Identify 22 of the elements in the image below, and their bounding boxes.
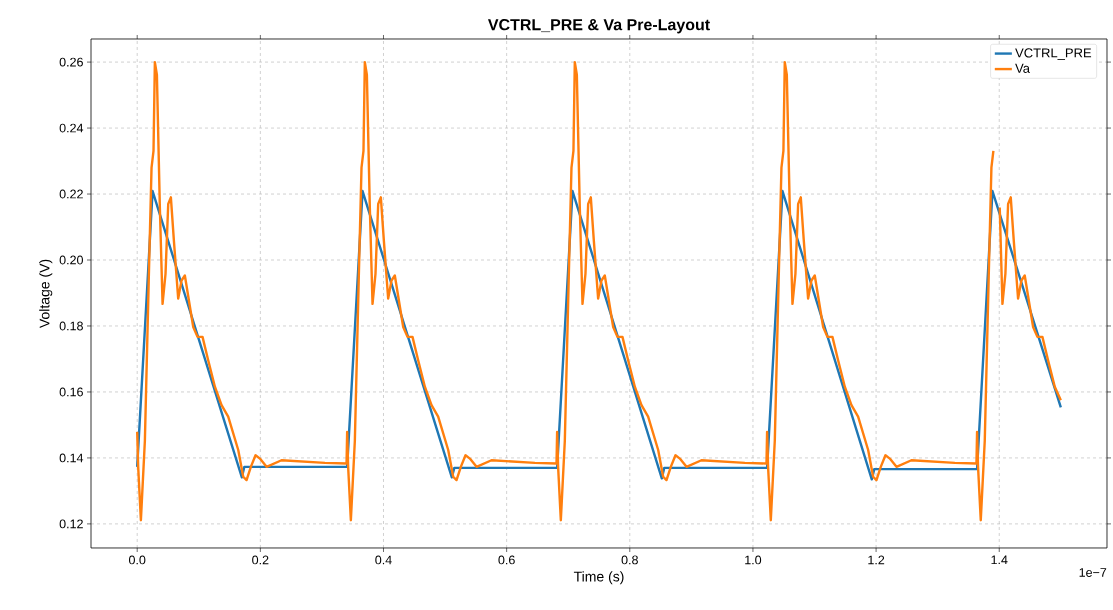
legend-label: VCTRL_PRE xyxy=(1015,48,1092,60)
x-tick-label: 0.2 xyxy=(252,555,269,565)
x-axis-title: Time (s) xyxy=(573,571,624,585)
y-tick-label: 0.18 xyxy=(59,321,83,331)
x-tick-label: 0.8 xyxy=(621,555,638,565)
x-tick-label: 1.0 xyxy=(745,555,762,565)
x-tick-label: 0.4 xyxy=(375,555,392,565)
legend-label: Va xyxy=(1015,63,1030,73)
chart-title: VCTRL_PRE & Va Pre-Layout xyxy=(487,18,710,34)
x-tick-label: 0.6 xyxy=(498,555,515,565)
y-tick-label: 0.16 xyxy=(59,387,83,397)
x-tick-label: 1.2 xyxy=(868,555,885,565)
y-tick-label: 0.12 xyxy=(59,519,83,529)
text: 1e−7 xyxy=(1079,568,1107,577)
y-axis-title: Voltage (V) xyxy=(39,259,53,329)
y-tick-label: 0.24 xyxy=(59,123,84,133)
y-tick-label: 0.14 xyxy=(59,453,84,463)
y-tick-label: 0.26 xyxy=(59,57,83,67)
y-tick-label: 0.20 xyxy=(59,255,83,265)
x-tick-label: 1.4 xyxy=(991,555,1008,565)
y-tick-label: 0.22 xyxy=(59,189,83,199)
x-tick-label: 0.0 xyxy=(128,555,146,565)
